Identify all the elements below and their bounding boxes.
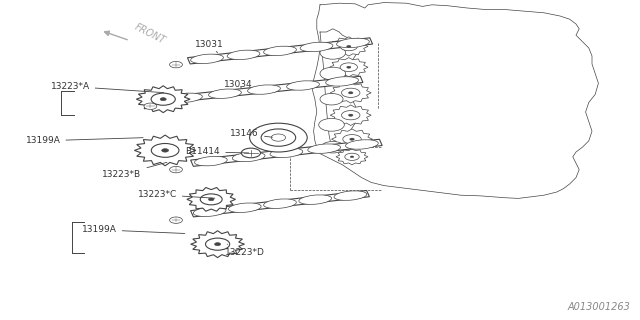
Circle shape — [170, 61, 182, 68]
Polygon shape — [165, 76, 363, 103]
Ellipse shape — [227, 50, 260, 60]
Text: 13031: 13031 — [195, 40, 224, 53]
Ellipse shape — [326, 77, 358, 86]
Ellipse shape — [334, 191, 367, 200]
Text: 13223*C: 13223*C — [138, 190, 215, 199]
Text: 13223*A: 13223*A — [51, 82, 164, 92]
Ellipse shape — [264, 199, 296, 208]
Circle shape — [350, 156, 354, 158]
Ellipse shape — [191, 54, 223, 64]
Circle shape — [250, 123, 307, 152]
Ellipse shape — [232, 152, 265, 162]
Text: 13223*B: 13223*B — [102, 162, 167, 179]
Circle shape — [261, 129, 296, 146]
Circle shape — [241, 148, 260, 158]
Polygon shape — [136, 86, 190, 113]
Circle shape — [349, 138, 355, 140]
Polygon shape — [332, 129, 372, 149]
Circle shape — [340, 42, 357, 51]
Polygon shape — [336, 149, 368, 165]
Polygon shape — [191, 231, 244, 258]
Ellipse shape — [270, 148, 303, 157]
Circle shape — [151, 93, 175, 105]
Circle shape — [144, 103, 157, 109]
Circle shape — [170, 166, 182, 173]
Ellipse shape — [193, 207, 226, 217]
Circle shape — [209, 198, 214, 201]
Ellipse shape — [299, 195, 332, 204]
Circle shape — [151, 143, 179, 157]
Polygon shape — [330, 58, 368, 77]
Circle shape — [200, 194, 222, 205]
Circle shape — [162, 149, 168, 152]
Polygon shape — [134, 135, 196, 166]
Ellipse shape — [300, 42, 333, 52]
Polygon shape — [188, 38, 372, 64]
Circle shape — [342, 88, 360, 97]
Circle shape — [345, 153, 359, 160]
Circle shape — [347, 66, 351, 68]
Circle shape — [320, 46, 346, 59]
Text: B11414: B11414 — [186, 148, 249, 156]
Text: A013001263: A013001263 — [568, 302, 630, 312]
Ellipse shape — [248, 85, 280, 94]
Circle shape — [320, 67, 346, 80]
Ellipse shape — [308, 144, 340, 153]
Polygon shape — [330, 37, 368, 56]
Polygon shape — [330, 105, 371, 125]
Circle shape — [271, 134, 285, 141]
Circle shape — [342, 111, 360, 120]
Circle shape — [170, 217, 182, 223]
Ellipse shape — [195, 156, 227, 166]
Polygon shape — [191, 139, 382, 166]
Circle shape — [319, 118, 344, 131]
Circle shape — [320, 93, 343, 105]
Circle shape — [321, 141, 344, 153]
Circle shape — [205, 238, 230, 250]
Ellipse shape — [264, 46, 296, 56]
Circle shape — [340, 63, 357, 71]
Ellipse shape — [346, 140, 378, 149]
Text: 13199A: 13199A — [82, 225, 185, 234]
Circle shape — [347, 45, 351, 47]
Text: 13034: 13034 — [224, 80, 253, 89]
Text: 13199A: 13199A — [26, 136, 143, 145]
Circle shape — [348, 92, 353, 94]
Circle shape — [348, 114, 353, 116]
Ellipse shape — [170, 93, 202, 102]
Ellipse shape — [337, 38, 369, 48]
Circle shape — [214, 243, 221, 246]
Text: 13223*D: 13223*D — [225, 244, 265, 257]
Polygon shape — [187, 188, 236, 211]
Text: FRONT: FRONT — [132, 21, 166, 46]
Polygon shape — [330, 83, 371, 103]
Text: 13146: 13146 — [230, 129, 273, 138]
Polygon shape — [191, 190, 369, 217]
Ellipse shape — [209, 89, 241, 99]
Ellipse shape — [287, 81, 319, 90]
Circle shape — [160, 98, 166, 101]
Circle shape — [343, 135, 361, 144]
Ellipse shape — [228, 203, 261, 212]
